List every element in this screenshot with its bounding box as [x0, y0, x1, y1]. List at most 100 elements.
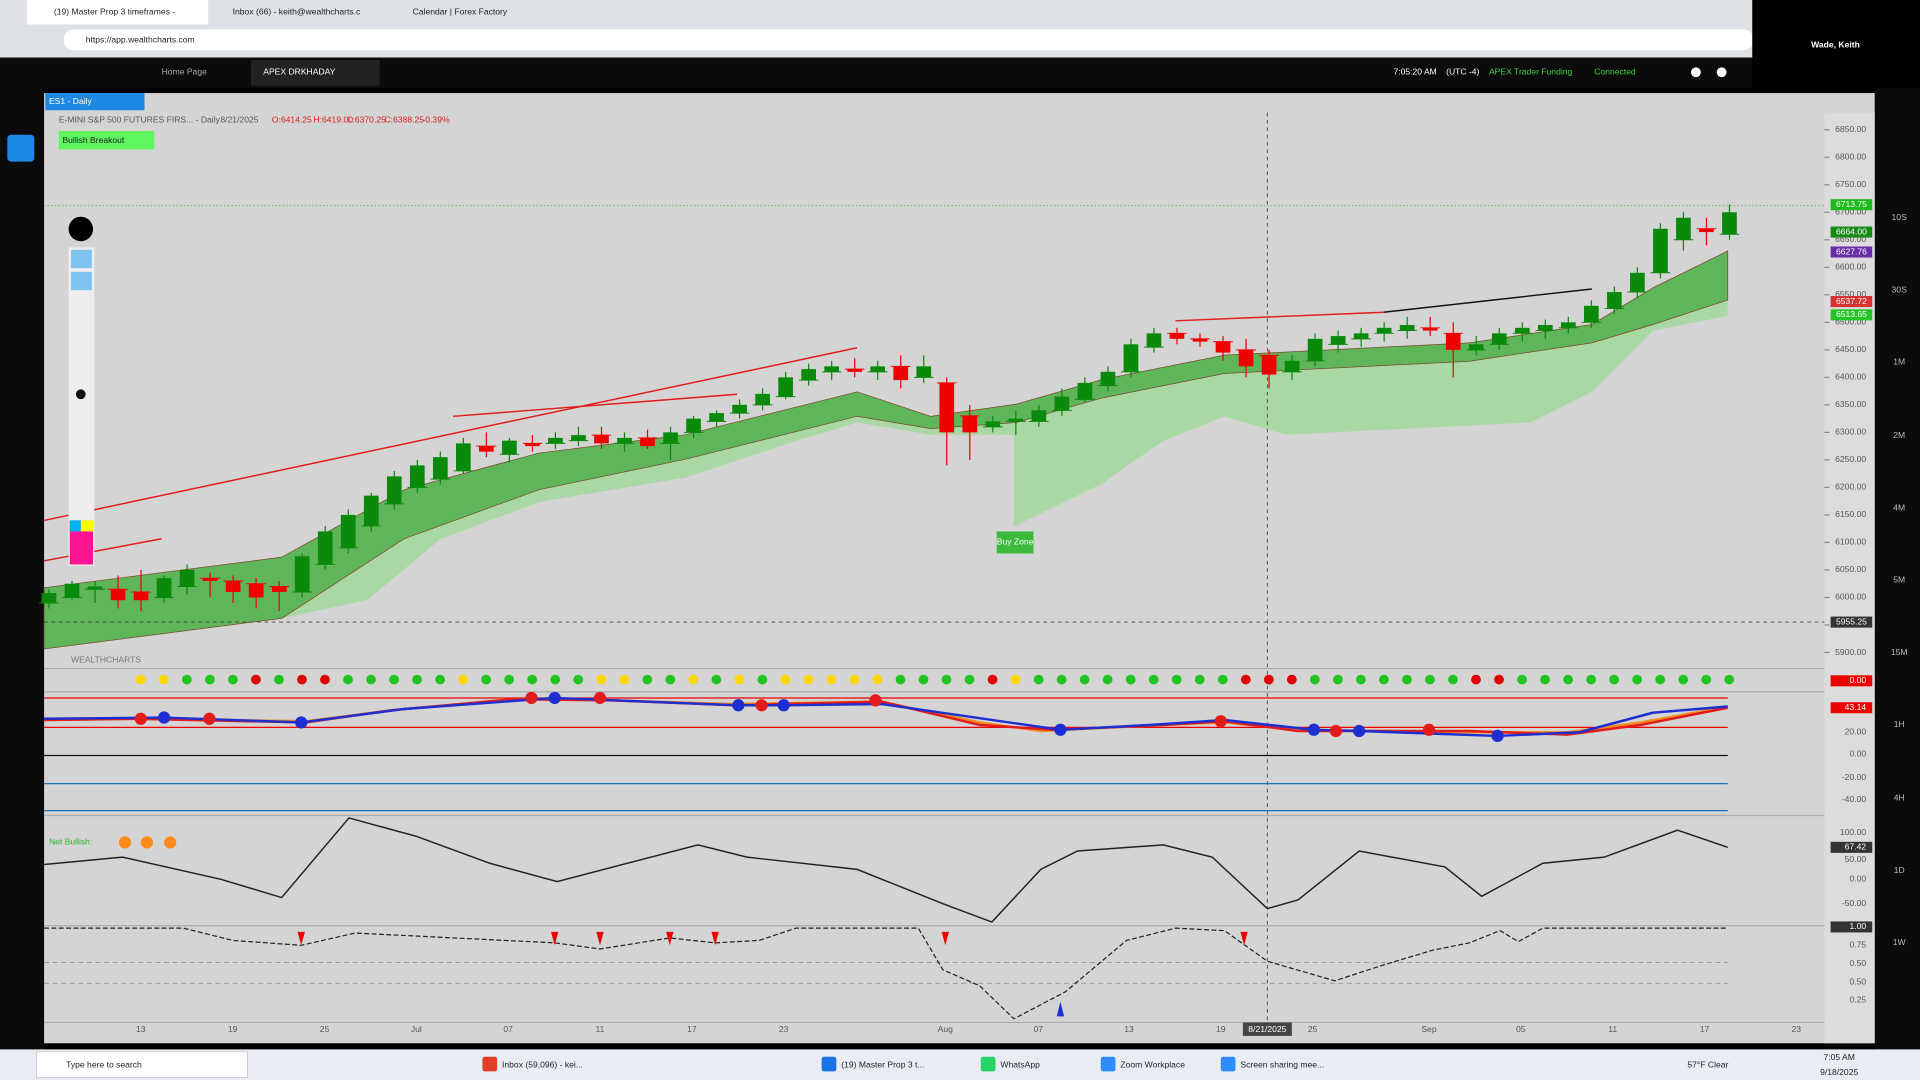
candle-body [709, 413, 724, 422]
signal-dot [780, 674, 791, 685]
tool[interactable] [71, 271, 92, 291]
alerts-icon[interactable] [1691, 67, 1701, 78]
pane-label: 67.42 [1845, 842, 1867, 852]
timeframe[interactable]: 15M [1891, 647, 1908, 657]
app-label[interactable]: Inbox (59,096) - kei... [502, 1060, 583, 1070]
candle-body [248, 583, 264, 598]
pane-label: 20.00 [1845, 727, 1867, 737]
timeframe[interactable]: 1W [1893, 937, 1907, 947]
candle-body [1630, 272, 1645, 293]
clock: 7:05 AM [1823, 1052, 1854, 1062]
app-icon[interactable] [821, 1056, 837, 1072]
timeframe[interactable]: 1M [1893, 357, 1905, 367]
app-label[interactable]: WhatsApp [1000, 1060, 1040, 1070]
tool[interactable] [75, 389, 86, 400]
candle-body [1422, 327, 1438, 331]
app-icon[interactable] [482, 1056, 498, 1072]
price-tag [1830, 246, 1873, 258]
color-tool[interactable] [69, 520, 81, 532]
candle-body [1100, 371, 1116, 386]
candle-body [202, 578, 218, 581]
tool[interactable] [71, 249, 92, 269]
taskbar [0, 1049, 1920, 1080]
pane-label: -40.00 [1842, 794, 1867, 804]
timezone: (UTC -4) [1446, 67, 1479, 77]
symbol-chip[interactable] [45, 93, 145, 111]
y-tick-label: 6850.00 [1835, 124, 1866, 134]
app-label[interactable]: Screen sharing mee... [1240, 1060, 1324, 1070]
pin-icon[interactable] [68, 216, 94, 242]
active-tab[interactable] [26, 0, 209, 25]
signal-dot [757, 674, 768, 685]
candle-body [317, 531, 333, 565]
candle-body [1284, 360, 1300, 372]
app-label[interactable]: Zoom Workplace [1120, 1060, 1185, 1070]
app-icon[interactable] [1220, 1056, 1236, 1072]
pane-label: 0.00 [1849, 873, 1866, 883]
account[interactable]: APEX Trader Funding [1489, 67, 1573, 77]
url[interactable]: https://app.wealthcharts.com [86, 35, 195, 45]
timeframe[interactable]: 4M [1893, 502, 1905, 512]
signal-dot [1194, 674, 1205, 685]
trend-line [1383, 288, 1592, 313]
timeframe[interactable]: 2M [1893, 430, 1905, 440]
candle-body [1054, 396, 1070, 411]
candle-body [1537, 325, 1553, 331]
signal-dot [665, 674, 676, 685]
timeframe[interactable]: 10S [1892, 212, 1908, 222]
symbol[interactable]: ES1 - Daily [49, 96, 93, 106]
timeframe[interactable]: 1H [1894, 719, 1905, 729]
app-icon[interactable] [1100, 1056, 1116, 1072]
signal-dot [1125, 674, 1136, 685]
signal-dot [251, 674, 261, 685]
x-tick-label: 23 [1792, 1024, 1802, 1034]
x-tick-label: 25 [320, 1024, 330, 1034]
address-bar[interactable] [63, 29, 1754, 51]
x-tick-label: Jul [411, 1024, 422, 1034]
color-tool[interactable] [80, 520, 94, 532]
x-tick-label: 11 [596, 1024, 605, 1034]
user-name: Wade, Keith [1811, 40, 1860, 50]
user-panel [1752, 0, 1920, 94]
annotation-box [58, 131, 155, 150]
tab[interactable]: Inbox (66) - keith@wealthcharts.c [233, 7, 361, 17]
candle-body [755, 393, 770, 405]
candle-body [893, 366, 909, 381]
tab[interactable]: (19) Master Prop 3 timeframes - [54, 7, 175, 17]
pane-label: 50.00 [1845, 854, 1867, 864]
signal-dot [274, 674, 284, 685]
candle-body [1169, 333, 1185, 339]
tab[interactable]: Calendar | Forex Factory [413, 7, 508, 17]
signal-dot [895, 674, 906, 685]
timeframe[interactable]: 30S [1892, 284, 1908, 294]
add-button[interactable] [7, 134, 35, 162]
timeframe[interactable]: 4H [1894, 793, 1905, 803]
search[interactable]: Type here to search [66, 1060, 142, 1070]
signal-dot [228, 674, 238, 685]
x-tick-label: 19 [1216, 1024, 1226, 1034]
timeframe[interactable]: 1D [1894, 865, 1905, 875]
candle-body [548, 437, 563, 444]
candle-body [456, 443, 471, 471]
active-layout-tab[interactable] [251, 60, 380, 86]
signal-dot [297, 674, 307, 685]
layout-tab[interactable]: APEX DRKHADAY [263, 67, 335, 77]
ohlc-value: -0.39% [422, 114, 450, 124]
layout-tab[interactable]: Home Page [162, 67, 207, 77]
candle-body [617, 437, 632, 444]
app-icon[interactable] [980, 1056, 996, 1072]
weather: 57°F Clear [1687, 1060, 1728, 1070]
app-label[interactable]: (19) Master Prop 3 t... [841, 1060, 924, 1070]
y-tick-label: 6800.00 [1835, 151, 1866, 161]
x-tick-label: 13 [1124, 1024, 1134, 1034]
annotation: Bullish Breakout [62, 135, 124, 145]
signal-dot [504, 674, 515, 685]
settings-icon[interactable] [1716, 67, 1727, 78]
price-tag-label: 6513.65 [1836, 309, 1867, 319]
x-tick-label: Sep [1421, 1024, 1436, 1034]
timeframe[interactable]: 5M [1893, 575, 1905, 585]
pane-label: -50.00 [1842, 898, 1867, 908]
signal-dot [734, 674, 745, 685]
search-box[interactable] [36, 1051, 248, 1078]
